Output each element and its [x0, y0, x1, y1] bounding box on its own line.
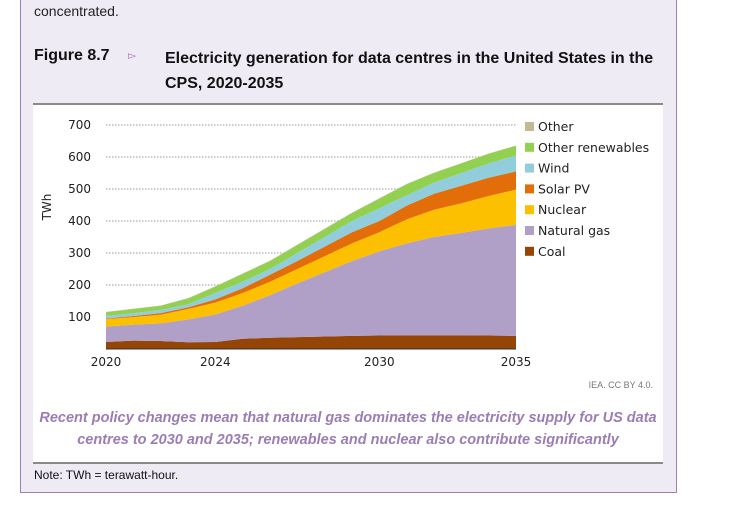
stacked-area-chart: 100 200 300 400 500 600 700 TWh 2020 2024 2030 2035… — [40, 118, 649, 369]
y-tick-label: 500 — [68, 182, 91, 196]
y-tick-label: 700 — [68, 118, 91, 132]
area-solar-pv — [106, 171, 516, 320]
y-tick-label: 100 — [68, 310, 91, 324]
x-tick-label: 2024 — [200, 355, 231, 369]
legend-swatch — [525, 142, 534, 152]
area-coal — [106, 335, 516, 349]
figure-marker-icon: ▻ — [128, 49, 137, 62]
y-tick-label: 600 — [68, 150, 91, 164]
legend-label: Other — [538, 119, 574, 134]
area-natural-gas — [106, 224, 516, 343]
intro-text: concentrated. — [34, 3, 119, 19]
legend-label: Other renewables — [538, 140, 649, 155]
legend-swatch — [525, 163, 534, 173]
legend-label: Solar PV — [538, 181, 590, 196]
figure-caption: Recent policy changes mean that natural … — [39, 410, 657, 448]
x-tick-label: 2020 — [91, 355, 122, 369]
y-tick-label: 200 — [68, 278, 91, 292]
x-tick-label: 2035 — [501, 355, 532, 369]
area-other-renewables — [106, 145, 516, 317]
figure-label: Figure 8.7 — [34, 47, 110, 64]
y-axis-label: TWh — [40, 194, 54, 222]
legend-swatch — [525, 122, 534, 131]
x-tick-label: 2030 — [364, 355, 395, 369]
legend-swatch — [525, 246, 534, 256]
note: Note: TWh = terawatt-hour. — [34, 468, 179, 482]
y-tick-label: 400 — [68, 214, 91, 228]
figure-title: Electricity generation for data centres … — [165, 50, 654, 92]
legend-label: Wind — [538, 161, 569, 176]
credit: IEA. CC BY 4.0. — [588, 380, 653, 390]
legend-swatch — [525, 184, 534, 194]
legend-label: Nuclear — [538, 202, 587, 217]
area-nuclear — [106, 189, 516, 327]
legend-swatch — [525, 205, 534, 215]
legend-label: Coal — [538, 244, 566, 259]
legend-swatch — [525, 226, 534, 235]
figure-panel: 100 200 300 400 500 600 700 TWh 2020 2024 2030 2035… — [33, 103, 663, 464]
area-wind — [106, 155, 516, 319]
legend-label: Natural gas — [538, 223, 610, 238]
y-tick-label: 300 — [68, 246, 91, 260]
